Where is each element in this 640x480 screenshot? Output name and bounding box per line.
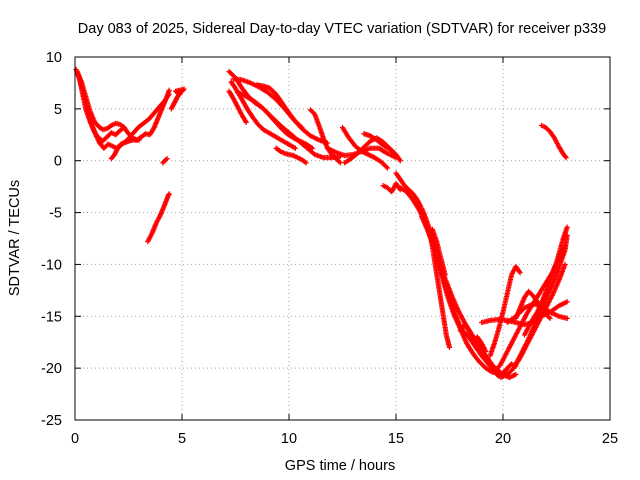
series-arc-4 — [108, 91, 172, 162]
data-point — [517, 270, 523, 276]
data-point — [446, 344, 453, 350]
data-point — [392, 151, 398, 158]
series-arc-5 — [168, 86, 187, 112]
series-arc-27 — [487, 263, 523, 359]
data-point — [121, 124, 127, 131]
data-point — [384, 165, 391, 171]
data-point — [177, 91, 183, 97]
data-point — [303, 160, 309, 166]
y-tick-label: 5 — [54, 102, 62, 118]
data-point — [547, 315, 553, 321]
data-point — [302, 159, 308, 165]
y-axis-label: SDTVAR / TECUs — [7, 180, 23, 296]
data-point — [546, 314, 552, 320]
y-tick-label: -20 — [41, 361, 62, 377]
plot-frame — [74, 56, 611, 421]
data-point — [243, 119, 249, 125]
chart-title: Day 083 of 2025, Sidereal Day-to-day VTE… — [78, 21, 606, 37]
series-arc-12 — [235, 89, 343, 161]
data-point — [397, 158, 403, 164]
series-arc-3 — [75, 72, 142, 151]
series-arc-10 — [226, 88, 249, 125]
data-point — [483, 348, 489, 355]
series-arc-31 — [521, 224, 570, 338]
data-point — [442, 272, 448, 278]
data-point — [562, 153, 568, 160]
data-point — [166, 91, 172, 97]
series-arc-13 — [254, 82, 305, 131]
data-point — [298, 123, 304, 130]
x-tick-label: 20 — [495, 431, 511, 447]
data-point — [163, 157, 169, 163]
y-tick-label: -10 — [41, 257, 62, 273]
data-point — [564, 299, 570, 305]
data-point — [383, 164, 389, 170]
series-arc-19 — [361, 131, 399, 159]
series-arc-25 — [429, 226, 448, 278]
y-tick-label: -15 — [41, 309, 62, 325]
data-point — [513, 371, 519, 377]
series-arc-35 — [538, 122, 569, 161]
series-arc-6 — [160, 156, 170, 166]
series-arc-24 — [427, 230, 453, 350]
series-arc-16 — [324, 145, 399, 161]
series-arc-14 — [273, 145, 309, 166]
data-point — [164, 156, 170, 162]
data-point — [564, 315, 570, 321]
x-tick-label: 15 — [388, 431, 404, 447]
data-point — [166, 191, 172, 197]
series-arc-17 — [342, 135, 403, 166]
data-point — [299, 124, 305, 131]
x-tick-label: 5 — [178, 431, 186, 447]
data-point — [176, 90, 182, 97]
data-point — [136, 137, 142, 143]
tick-layer: 0 5 10 15 20 25 10 5 0 -5 -10 -15 -20 -25 — [41, 50, 618, 447]
series-arc-26 — [457, 321, 489, 355]
x-tick-label: 25 — [602, 431, 618, 447]
x-tick-label: 0 — [71, 431, 79, 447]
series-arc-28 — [491, 243, 568, 375]
data-point — [336, 159, 342, 165]
data-layer — [73, 66, 570, 381]
x-axis-label: GPS time / hours — [285, 458, 395, 474]
series-arc-18 — [339, 124, 391, 171]
data-point — [120, 124, 126, 130]
y-tick-label: -25 — [41, 413, 62, 429]
x-tick-label: 10 — [281, 431, 297, 447]
data-point — [563, 155, 569, 161]
data-point — [562, 261, 568, 268]
y-tick-label: -5 — [49, 206, 62, 222]
series-arc-34 — [513, 288, 553, 321]
data-point — [564, 224, 570, 230]
y-tick-label: 10 — [46, 50, 62, 66]
series-arc-7 — [145, 191, 172, 245]
y-tick-label: 0 — [54, 154, 62, 170]
data-point — [292, 145, 299, 151]
data-point — [393, 152, 399, 159]
